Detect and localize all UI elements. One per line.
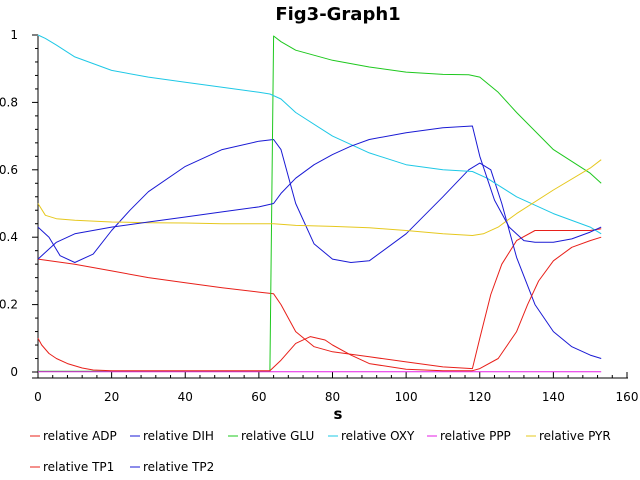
series-line-relative-tp1 bbox=[37, 236, 602, 372]
chart-title: Fig3-Graph1 bbox=[275, 4, 400, 25]
legend-label: relative GLU bbox=[241, 429, 314, 443]
series-line-relative-tp2 bbox=[37, 125, 602, 260]
x-tick-label: 100 bbox=[395, 390, 418, 404]
series-line-relative-oxy bbox=[37, 34, 602, 235]
legend-label: relative PYR bbox=[539, 429, 611, 443]
x-tick-label: 20 bbox=[104, 390, 119, 404]
x-tick-label: 0 bbox=[34, 390, 42, 404]
y-tick-label: 0.4 bbox=[0, 230, 18, 244]
y-tick-label: 1 bbox=[10, 28, 18, 42]
x-tick-label: 160 bbox=[616, 390, 639, 404]
x-tick-label: 60 bbox=[251, 390, 266, 404]
legend-label: relative OXY bbox=[341, 429, 415, 443]
legend-item-relative-pyr: relative PYR bbox=[526, 429, 611, 443]
legend-label: relative DIH bbox=[143, 429, 214, 443]
legend: relative ADP relative DIH relative GLU rela… bbox=[30, 429, 611, 474]
series-line-relative-dih bbox=[37, 139, 602, 359]
y-ticks: 0 0.2 0.4 0.6 0.8 1 bbox=[0, 28, 38, 379]
y-tick-label: 0.8 bbox=[0, 95, 18, 109]
series-line-relative-glu bbox=[38, 35, 602, 372]
x-tick-label: 80 bbox=[325, 390, 340, 404]
legend-label: relative TP1 bbox=[43, 460, 114, 474]
legend-item-relative-oxy: relative OXY bbox=[328, 429, 415, 443]
plot-area: 0 20 40 60 80 100 120 140 160 0 0.2 0.4 0.6 0.8 1 bbox=[0, 28, 638, 404]
series-line-relative-adp bbox=[37, 228, 602, 370]
y-tick-label: 0.2 bbox=[0, 298, 18, 312]
legend-label: relative ADP bbox=[43, 429, 117, 443]
series-line-relative-pyr bbox=[37, 159, 602, 236]
legend-label: relative TP2 bbox=[143, 460, 214, 474]
x-tick-label: 40 bbox=[178, 390, 193, 404]
legend-item-relative-adp: relative ADP bbox=[30, 429, 117, 443]
legend-item-relative-glu: relative GLU bbox=[228, 429, 314, 443]
x-tick-label: 140 bbox=[542, 390, 565, 404]
legend-item-relative-tp1: relative TP1 bbox=[30, 460, 114, 474]
x-tick-label: 120 bbox=[468, 390, 491, 404]
legend-item-relative-ppp: relative PPP bbox=[427, 429, 511, 443]
x-ticks: 0 20 40 60 80 100 120 140 160 bbox=[34, 372, 638, 404]
y-tick-label: 0.6 bbox=[0, 163, 18, 177]
legend-item-relative-tp2: relative TP2 bbox=[130, 460, 214, 474]
series-group bbox=[37, 34, 602, 373]
legend-item-relative-dih: relative DIH bbox=[130, 429, 214, 443]
x-axis-label: s bbox=[334, 405, 343, 423]
y-tick-label: 0 bbox=[10, 365, 18, 379]
legend-label: relative PPP bbox=[440, 429, 511, 443]
